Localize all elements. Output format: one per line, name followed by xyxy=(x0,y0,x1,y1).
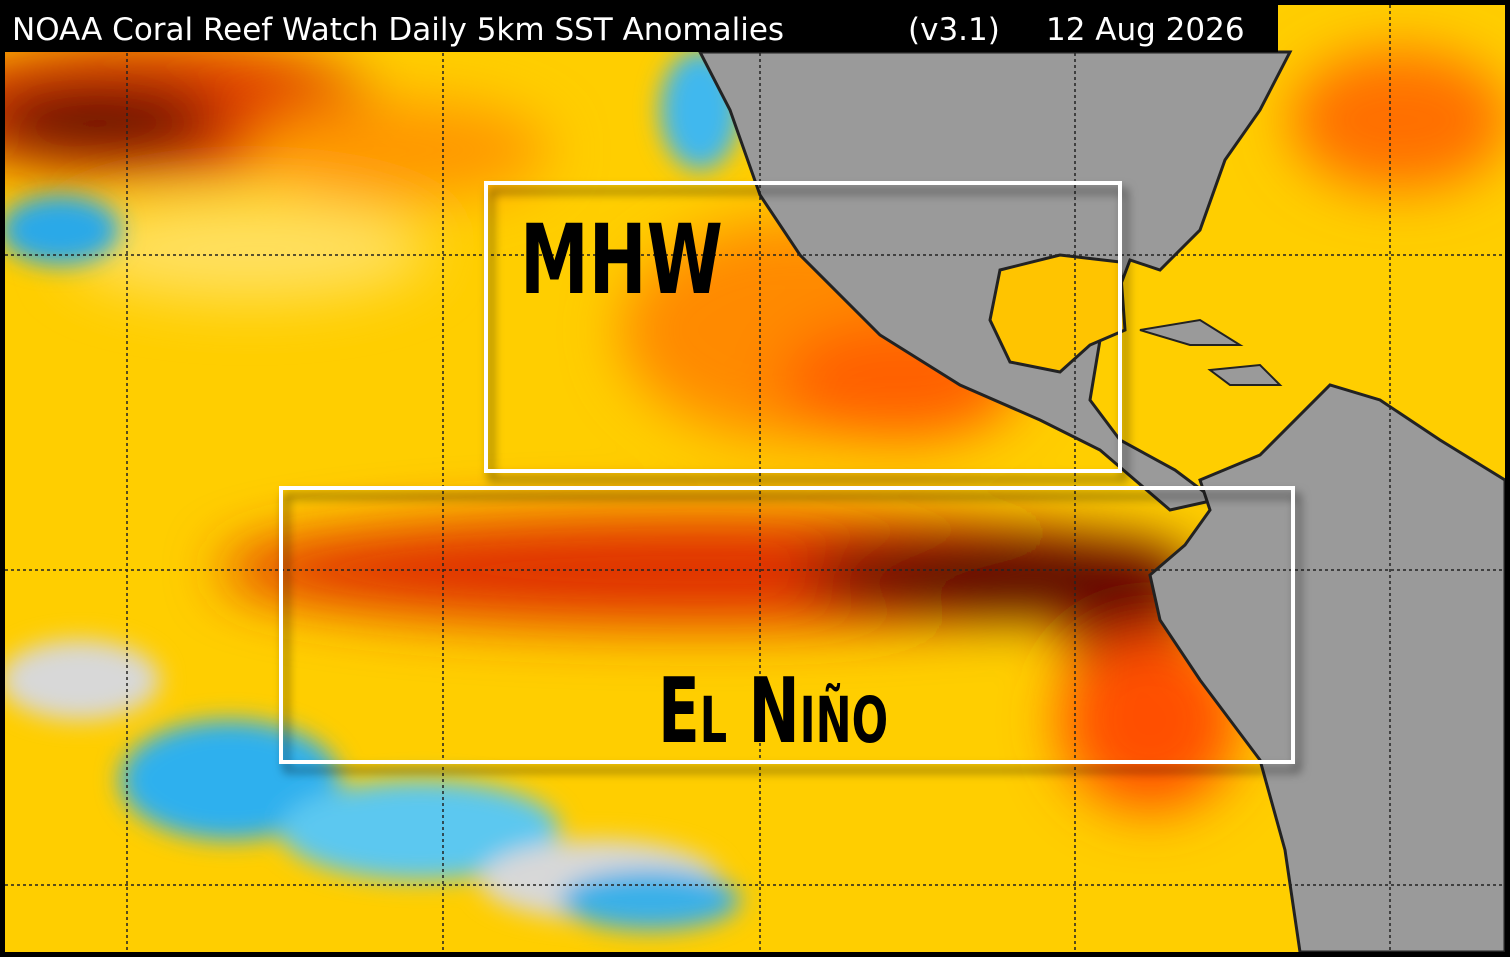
title-bar xyxy=(5,5,1278,52)
gulf-of-mexico xyxy=(988,253,1127,374)
land-north-america xyxy=(697,50,1293,512)
land-south-america xyxy=(1148,383,1505,952)
mhw-label: MHW xyxy=(520,203,723,315)
el-nino-label: El Niño xyxy=(658,660,888,764)
title: NOAA Coral Reef Watch Daily 5km SST Anom… xyxy=(12,12,784,48)
mhw-box xyxy=(484,181,1122,473)
islands xyxy=(1139,318,1283,386)
grid xyxy=(5,5,1505,952)
version: (v3.1) xyxy=(908,12,1000,48)
date: 12 Aug 2026 xyxy=(1046,12,1245,48)
sst-field xyxy=(5,5,1505,952)
el-nino-box xyxy=(279,486,1295,764)
